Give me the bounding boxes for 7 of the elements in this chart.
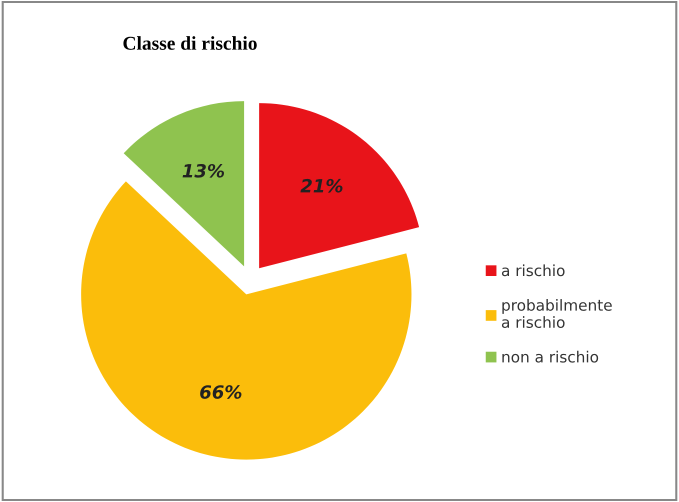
chart-title: Classe di rischio — [123, 36, 257, 50]
data-label: 13% — [182, 164, 224, 178]
legend-label: probabilmente a rischio — [502, 299, 612, 328]
data-label: 66% — [200, 385, 242, 399]
legend-label: a rischio — [502, 264, 565, 276]
data-label: 21% — [300, 178, 342, 193]
legend-label: non a rischio — [502, 350, 598, 363]
